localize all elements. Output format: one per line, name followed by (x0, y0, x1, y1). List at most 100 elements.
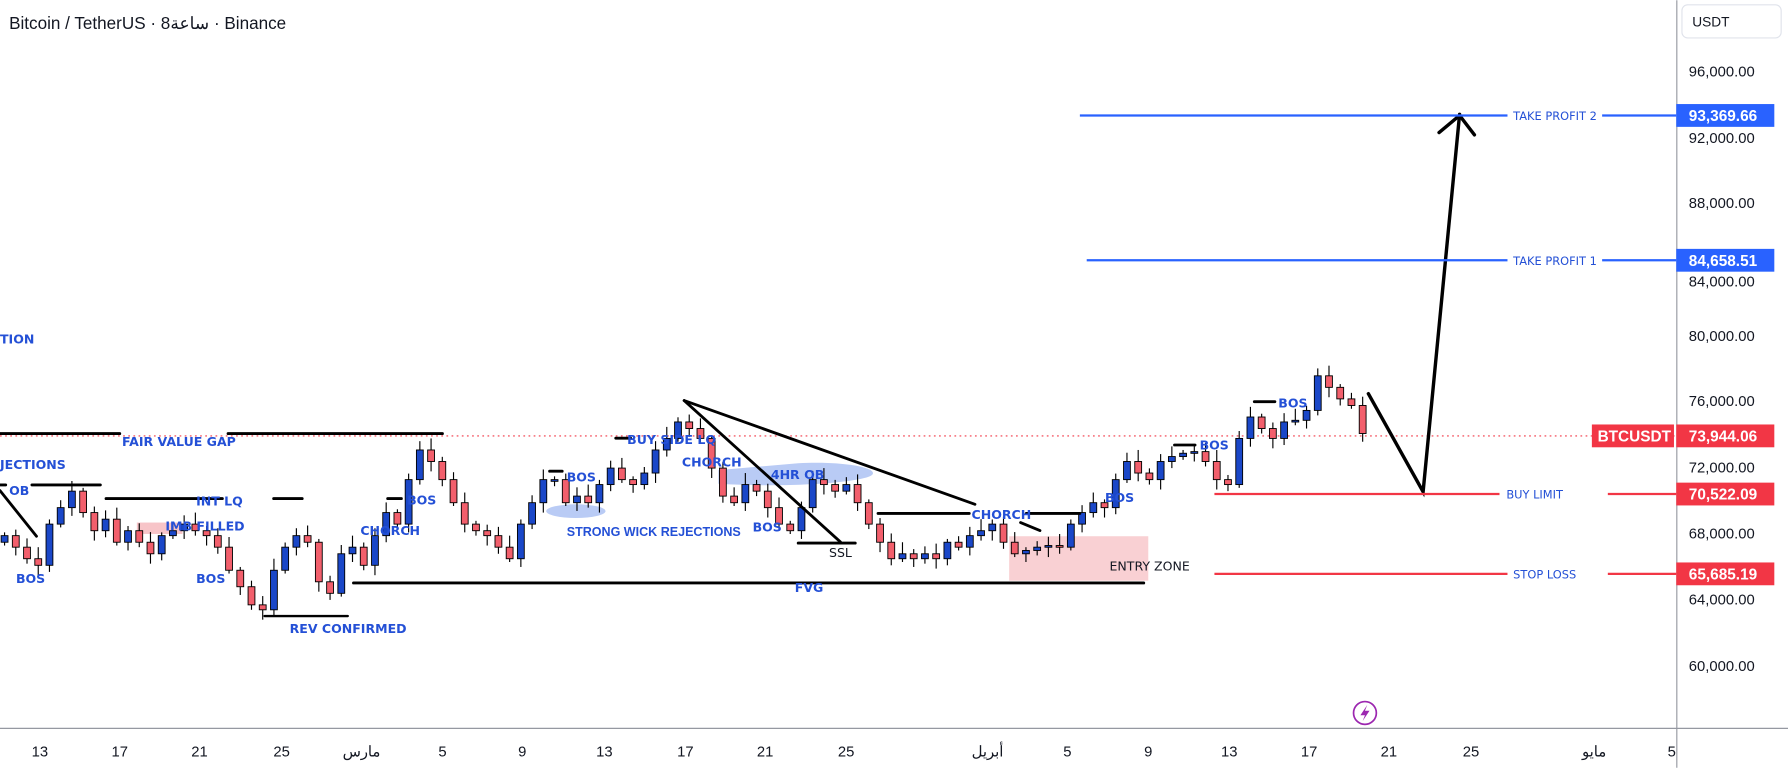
label-bos: BOS (753, 520, 782, 535)
candle-bullish (45, 523, 54, 566)
label-bos: BOS (1200, 438, 1229, 453)
label-bos: BOS (1278, 395, 1307, 410)
currency-label: USDT (1692, 15, 1730, 30)
label-int-lq: INT LQ (196, 493, 243, 508)
currency-button[interactable]: USDT (1681, 4, 1782, 39)
time-tick: 13 (32, 744, 48, 760)
time-tick: مايو (1581, 744, 1606, 760)
candle-bullish (337, 553, 346, 594)
candle-bullish (516, 523, 525, 560)
candle-bearish (1336, 386, 1345, 400)
candle-bullish (56, 507, 65, 525)
price-axis[interactable]: 96,000.00 92,000.00 88,000.00 84,000.00 … (1689, 65, 1755, 675)
candle-bullish (528, 502, 536, 525)
trend-line-lower[interactable] (682, 399, 842, 544)
candle-bearish (932, 553, 941, 560)
candle-bearish (258, 604, 267, 611)
candle-bullish (943, 541, 952, 560)
candle-bearish (685, 421, 694, 430)
candle-bearish (763, 490, 772, 509)
time-tick: 9 (1144, 744, 1152, 760)
candle-bullish (1302, 409, 1311, 421)
trend-line-upper[interactable] (682, 399, 977, 506)
label-entry-zone: ENTRY ZONE (1110, 558, 1190, 573)
candle-bearish (719, 467, 727, 497)
candle-bullish (348, 546, 357, 555)
label-bos: BOS (196, 571, 225, 586)
tp1-price-badge: 84,658.51 (1676, 248, 1775, 272)
candle-bullish (674, 421, 682, 439)
candle-bullish (1123, 461, 1131, 481)
candle-bearish (146, 541, 155, 555)
candle-bearish (707, 437, 716, 469)
price-tick: 68,000.00 (1689, 527, 1755, 543)
candle-bullish (1246, 416, 1255, 439)
candle-bearish (1347, 398, 1356, 406)
candle-bearish (191, 523, 200, 532)
candle-bullish (1235, 437, 1244, 486)
symbol-label: BTCUSDT (1598, 429, 1672, 446)
candle-bearish (786, 523, 795, 532)
candle-bullish (1156, 461, 1165, 481)
projection-path[interactable] (1366, 112, 1462, 498)
candle-bullish (1167, 456, 1176, 462)
candle-bullish (404, 479, 413, 525)
time-tick: 21 (1381, 744, 1397, 760)
trend-line-left[interactable] (0, 489, 38, 538)
lightning-icon[interactable] (1352, 700, 1378, 726)
stop-loss-price: 65,685.19 (1689, 567, 1757, 584)
label-bos: BOS (407, 492, 436, 507)
label-bos: BOS (1105, 490, 1134, 505)
label-choch: CHORCH (360, 523, 420, 538)
imb-zone (136, 522, 183, 534)
candle-bearish (909, 553, 918, 560)
candle-bullish (741, 484, 750, 504)
candle-bearish (730, 495, 738, 504)
candle-bearish (460, 502, 469, 525)
level-stop-loss[interactable]: STOP LOSS (1214, 567, 1677, 581)
candle-bullish (101, 518, 110, 532)
candle-bearish (1145, 472, 1154, 481)
candle-bullish (415, 449, 424, 481)
candle-bullish (965, 535, 974, 548)
candle-bullish (124, 530, 132, 543)
time-tick: 25 (838, 744, 854, 760)
level-take-profit-2[interactable]: TAKE PROFIT 2 (1079, 109, 1677, 123)
label-strong-wick-rejections: STRONG WICK REJECTIONS (567, 525, 741, 539)
candle-bearish (11, 535, 20, 548)
time-tick: 21 (191, 744, 207, 760)
time-tick: 5 (438, 744, 446, 760)
candle-bullish (662, 437, 671, 451)
time-tick: 25 (1463, 744, 1479, 760)
label-jections: JECTIONS (0, 457, 66, 472)
candle-bearish (853, 484, 862, 504)
candle-bullish (180, 523, 189, 532)
label-ob: OB (9, 483, 29, 498)
candle-bullish (382, 512, 391, 537)
trend-line-short[interactable] (1019, 521, 1042, 532)
level-take-profit-1[interactable]: TAKE PROFIT 1 (1086, 254, 1677, 268)
price-tick: 96,000.00 (1689, 65, 1755, 81)
tp1-price: 84,658.51 (1689, 253, 1758, 270)
candle-bearish (1010, 541, 1019, 555)
candle-bearish (393, 512, 402, 525)
candle-bullish (550, 479, 559, 482)
candle-bearish (112, 518, 121, 543)
candle-bullish (606, 467, 615, 486)
stop-loss-price-badge: 65,685.19 (1676, 562, 1775, 586)
candle-bullish (1022, 550, 1030, 555)
candle-bullish (371, 535, 379, 566)
time-tick: مارس (343, 744, 381, 760)
candle-bearish (34, 558, 43, 566)
candle-bullish (808, 479, 817, 509)
candle-bearish (1134, 461, 1143, 474)
price-tick: 60,000.00 (1689, 659, 1755, 675)
candle-bullish (573, 495, 581, 504)
level-buy-limit[interactable]: BUY LIMIT (1214, 488, 1677, 502)
candle-bearish (584, 495, 593, 504)
candle-bearish (1201, 451, 1210, 462)
candle-bearish (213, 535, 222, 548)
time-tick: 21 (757, 744, 773, 760)
time-axis[interactable]: 13 17 21 25 مارس 5 9 13 17 21 25 أبريل 5… (32, 741, 1676, 760)
